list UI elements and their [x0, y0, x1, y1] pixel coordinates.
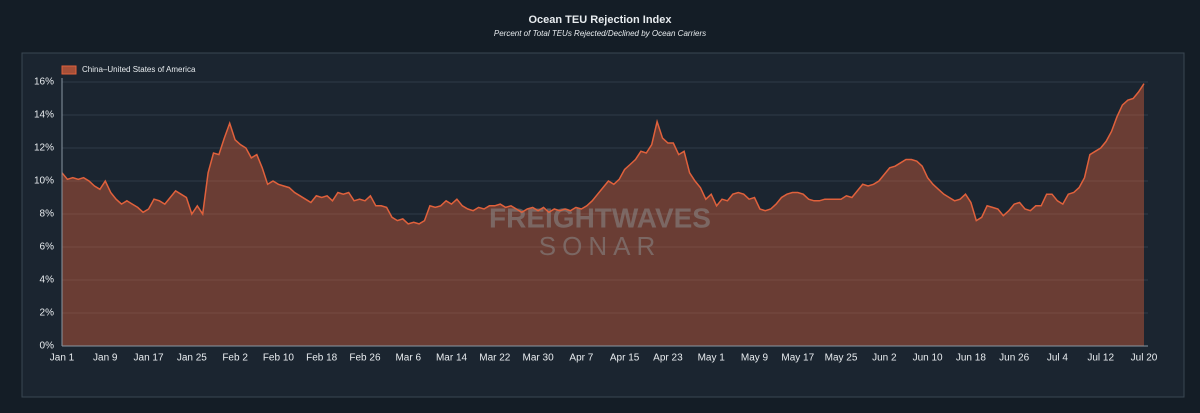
- legend-label: China–United States of America: [82, 65, 196, 74]
- x-tick-label: Feb 18: [306, 353, 338, 364]
- x-tick-label: Feb 26: [349, 353, 381, 364]
- y-tick-label: 12%: [34, 143, 54, 154]
- y-tick-label: 0%: [40, 341, 55, 352]
- x-tick-label: May 1: [698, 353, 726, 364]
- chart-subtitle: Percent of Total TEUs Rejected/Declined …: [494, 29, 706, 38]
- line: [61, 83, 1145, 225]
- chart-title: Ocean TEU Rejection Index: [528, 14, 672, 26]
- y-tick-label: 2%: [40, 308, 55, 319]
- legend-swatch: [61, 65, 77, 75]
- x-tick-label: Apr 23: [653, 353, 683, 364]
- area: [62, 83, 1144, 346]
- x-tick-label: Jun 2: [872, 353, 897, 364]
- y-tick-label: 14%: [34, 110, 54, 121]
- y-tick-label: 16%: [34, 77, 54, 88]
- x-tick-label: Apr 7: [569, 353, 593, 364]
- x-tick-label: Apr 15: [610, 353, 640, 364]
- x-tick-label: Mar 14: [436, 353, 468, 364]
- x-tick-label: May 9: [741, 353, 769, 364]
- y-tick-label: 4%: [40, 275, 55, 286]
- x-tick-label: Feb 2: [222, 353, 248, 364]
- x-tick-label: Jan 25: [177, 353, 207, 364]
- x-tick-label: Jun 10: [913, 353, 943, 364]
- x-tick-label: Mar 22: [479, 353, 511, 364]
- x-tick-label: May 17: [781, 353, 814, 364]
- y-tick-label: 10%: [34, 176, 54, 187]
- x-tick-label: Mar 6: [395, 353, 421, 364]
- x-tick-label: Mar 30: [523, 353, 555, 364]
- x-tick-label: Jul 4: [1047, 353, 1069, 364]
- x-tick-label: Jul 12: [1087, 353, 1114, 364]
- panel: [21, 52, 1185, 398]
- x-tick-label: May 25: [825, 353, 858, 364]
- watermark: SONAR: [539, 231, 661, 261]
- x-tick-label: Feb 10: [263, 353, 295, 364]
- x-tick-label: Jan 1: [50, 353, 75, 364]
- x-tick-label: Jun 18: [956, 353, 986, 364]
- x-tick-label: Jun 26: [999, 353, 1029, 364]
- watermark: FREIGHTWAVES: [489, 202, 711, 233]
- x-tick-label: Jan 17: [134, 353, 164, 364]
- y-tick-label: 6%: [40, 242, 55, 253]
- x-tick-label: Jan 9: [93, 353, 118, 364]
- y-tick-label: 8%: [40, 209, 55, 220]
- x-tick-label: Jul 20: [1131, 353, 1158, 364]
